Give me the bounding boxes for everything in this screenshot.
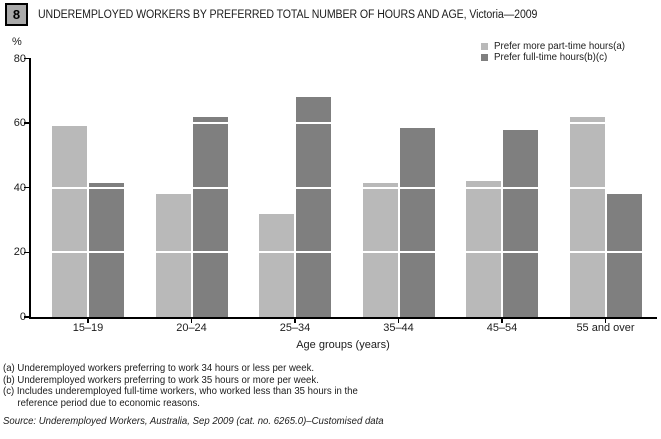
legend: Prefer more part-time hours(a) Prefer ful… (481, 41, 629, 63)
y-axis-tick-label: 40 (13, 181, 26, 194)
bar-full-time (606, 194, 642, 317)
legend-label: Prefer more part-time hours(a) (494, 41, 625, 52)
bar-full-time (192, 116, 228, 317)
footnote-line: (a) Underemployed workers preferring to … (3, 363, 315, 374)
gridline (30, 122, 657, 125)
y-axis-tick-label: 20 (13, 246, 26, 259)
x-axis-tick (87, 318, 89, 323)
bar-part-time (466, 181, 501, 317)
footnote-line: reference period due to economic reasons… (17, 397, 200, 409)
bar-full-time (503, 129, 538, 317)
legend-swatch-icon (481, 54, 488, 61)
legend-label: Prefer full-time hours(b)(c) (494, 52, 608, 63)
bar-part-time (155, 194, 191, 317)
y-axis-tick (24, 187, 29, 189)
bar-part-time (52, 126, 87, 317)
y-axis-line (29, 58, 31, 318)
y-axis-tick (24, 122, 29, 124)
y-axis-tick-label: 0 (19, 311, 26, 323)
x-axis-tick (397, 318, 400, 323)
x-category-label: 15–19 (72, 322, 104, 334)
y-axis-tick (24, 57, 29, 60)
x-axis-line (29, 317, 657, 319)
x-axis-tick (501, 318, 503, 323)
legend-item: Prefer full-time hours(b)(c) (481, 52, 629, 63)
y-axis-tick (24, 316, 29, 318)
x-category-label: 35–44 (383, 322, 414, 334)
bar-part-time (259, 213, 294, 317)
bar-full-time (399, 127, 435, 317)
footnote-line: (b) Underemployed workers preferring to … (3, 374, 319, 386)
y-axis-unit-label: % (12, 36, 22, 48)
bar-part-time (569, 116, 605, 317)
y-axis-tick (24, 251, 29, 254)
x-axis-tick (294, 318, 296, 323)
footnote-line: (c) Includes underemployed full-time wor… (3, 386, 358, 397)
figure-number-badge: 8 (5, 3, 28, 26)
x-axis-tick (190, 318, 193, 323)
bar-full-time (296, 97, 331, 317)
source-note: Source: Underemployed Workers, Australia… (3, 416, 384, 427)
chart-title: UNDEREMPLOYED WORKERS BY PREFERRED TOTAL… (38, 9, 538, 21)
bar-full-time (89, 182, 124, 317)
legend-item: Prefer more part-time hours(a) (481, 41, 629, 52)
x-axis-title: Age groups (years) (296, 339, 390, 351)
y-axis-tick-label: 60 (13, 117, 26, 130)
y-axis-tick-label: 80 (13, 52, 26, 65)
footnotes: (a) Underemployed workers preferring to … (3, 363, 373, 409)
x-category-label: 45–54 (486, 322, 518, 334)
x-axis-tick (604, 318, 607, 323)
legend-swatch-icon (481, 43, 488, 50)
x-category-label: 25–34 (279, 322, 311, 334)
gridline (30, 251, 657, 254)
bar-part-time (362, 182, 398, 317)
x-category-label: 20–24 (176, 322, 207, 334)
x-category-label: 55 and over (576, 322, 635, 334)
gridline (30, 186, 657, 189)
